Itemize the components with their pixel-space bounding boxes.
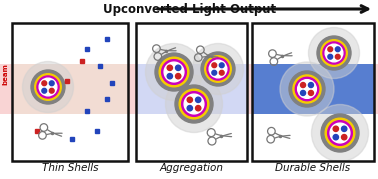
Circle shape xyxy=(328,54,333,59)
Bar xyxy=(12,64,128,114)
Circle shape xyxy=(192,43,243,95)
Text: Durable Shells: Durable Shells xyxy=(276,163,350,173)
Circle shape xyxy=(205,56,231,82)
Circle shape xyxy=(335,54,340,59)
Circle shape xyxy=(212,70,217,75)
Circle shape xyxy=(23,62,73,112)
Circle shape xyxy=(42,81,46,86)
Circle shape xyxy=(328,47,333,52)
Circle shape xyxy=(195,105,201,111)
Bar xyxy=(136,23,247,161)
Text: Thin Shells: Thin Shells xyxy=(42,163,98,173)
Circle shape xyxy=(323,42,345,64)
Circle shape xyxy=(280,62,334,116)
Circle shape xyxy=(328,121,352,145)
Circle shape xyxy=(207,58,229,80)
Circle shape xyxy=(289,71,325,107)
Circle shape xyxy=(187,105,192,111)
Circle shape xyxy=(167,74,172,79)
Circle shape xyxy=(35,74,61,100)
Circle shape xyxy=(295,77,319,101)
Circle shape xyxy=(175,85,213,123)
Circle shape xyxy=(308,28,359,79)
Circle shape xyxy=(321,114,359,152)
Circle shape xyxy=(146,43,203,100)
Circle shape xyxy=(341,135,347,140)
Circle shape xyxy=(37,76,59,98)
Circle shape xyxy=(308,90,313,95)
Circle shape xyxy=(308,83,313,88)
Circle shape xyxy=(330,123,350,143)
Bar xyxy=(12,23,128,161)
Circle shape xyxy=(301,83,305,88)
Circle shape xyxy=(155,53,193,91)
Text: Upconverted Light Output: Upconverted Light Output xyxy=(104,3,277,16)
Circle shape xyxy=(167,65,172,71)
Bar xyxy=(252,64,374,114)
Circle shape xyxy=(219,70,224,75)
Bar xyxy=(136,64,247,114)
Circle shape xyxy=(212,63,217,68)
Circle shape xyxy=(195,97,201,103)
Text: 635 nm laser
beam: 635 nm laser beam xyxy=(0,63,8,115)
Circle shape xyxy=(333,135,338,140)
Circle shape xyxy=(219,63,224,68)
Circle shape xyxy=(341,126,347,132)
Bar xyxy=(136,23,247,161)
Text: Aggregation: Aggregation xyxy=(160,163,223,173)
Circle shape xyxy=(159,57,189,87)
Circle shape xyxy=(317,36,351,70)
Circle shape xyxy=(301,90,305,95)
Circle shape xyxy=(311,105,369,161)
Bar xyxy=(252,23,374,161)
Circle shape xyxy=(325,118,355,148)
Circle shape xyxy=(179,89,209,119)
Circle shape xyxy=(333,126,338,132)
Circle shape xyxy=(50,88,54,93)
Circle shape xyxy=(175,65,181,71)
Circle shape xyxy=(297,80,316,98)
Circle shape xyxy=(325,44,343,62)
Circle shape xyxy=(209,60,227,78)
Circle shape xyxy=(175,74,181,79)
Circle shape xyxy=(182,92,206,116)
Bar xyxy=(12,23,128,161)
Circle shape xyxy=(31,70,65,104)
Circle shape xyxy=(321,40,347,66)
Circle shape xyxy=(50,81,54,86)
Circle shape xyxy=(42,88,46,93)
Circle shape xyxy=(162,60,186,84)
Bar xyxy=(252,23,374,161)
Bar xyxy=(0,64,378,114)
Circle shape xyxy=(187,97,192,103)
Circle shape xyxy=(39,78,57,96)
Circle shape xyxy=(201,52,235,86)
Circle shape xyxy=(164,62,184,82)
Circle shape xyxy=(166,76,223,132)
Circle shape xyxy=(184,94,204,114)
Circle shape xyxy=(335,47,340,52)
Circle shape xyxy=(293,75,321,103)
